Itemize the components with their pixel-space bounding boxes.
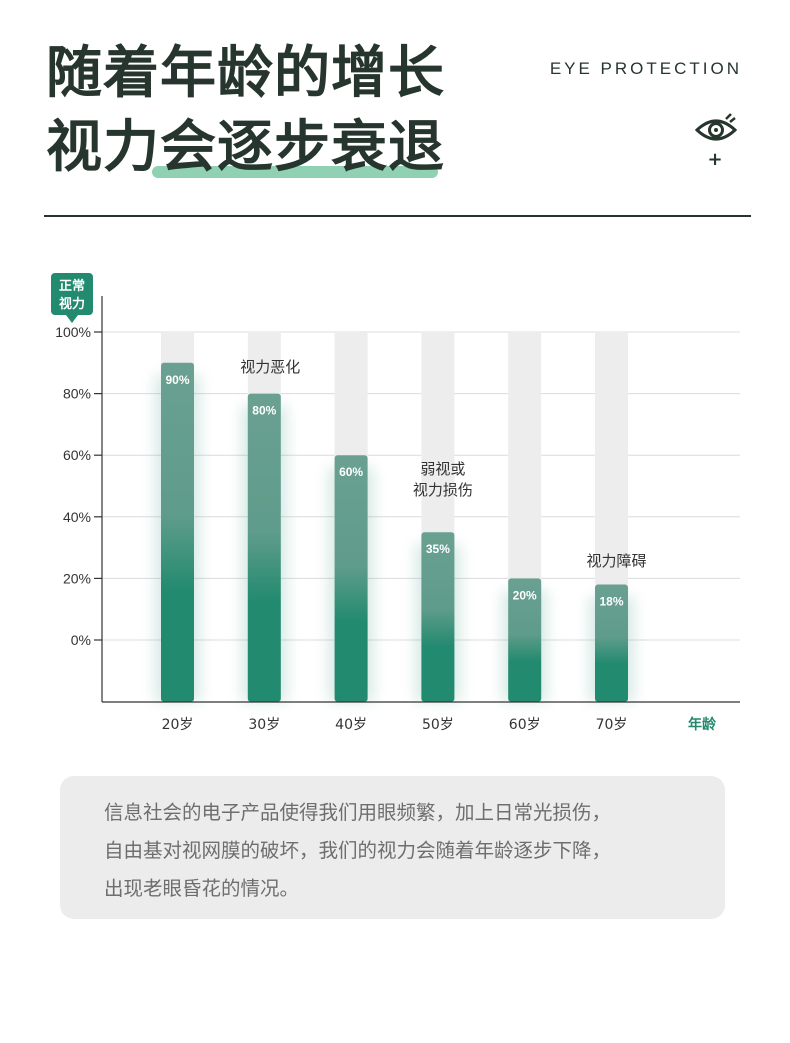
bar bbox=[247, 393, 281, 702]
y-tick-label: 40% bbox=[63, 509, 91, 525]
bar-value-label: 35% bbox=[426, 542, 450, 556]
y-tick-label: 60% bbox=[63, 447, 91, 463]
header-divider bbox=[44, 215, 751, 217]
chart-annotation: 视力障碍 bbox=[586, 552, 646, 570]
badge-line-2: 视力 bbox=[59, 296, 85, 312]
bar bbox=[508, 578, 542, 702]
title-line-1: 随着年龄的增长 bbox=[46, 41, 445, 106]
bar bbox=[421, 532, 455, 702]
chart-annotation: 弱视或 bbox=[420, 460, 465, 478]
bar-value-label: 18% bbox=[599, 595, 623, 609]
x-category-label: 40岁 bbox=[335, 717, 367, 733]
x-category-label: 70岁 bbox=[596, 717, 628, 733]
eye-protection-label: EYE PROTECTION bbox=[549, 59, 742, 78]
bar bbox=[595, 584, 628, 702]
normal-vision-badge: 正常 视力 bbox=[51, 273, 93, 323]
note-text: 信息社会的电子产品使得我们用眼频繁，加上日常光损伤， 自由基对视网膜的破坏，我们… bbox=[104, 801, 612, 900]
bar bbox=[334, 455, 368, 702]
y-tick-label: 20% bbox=[63, 570, 91, 586]
plus-icon: + bbox=[707, 149, 723, 170]
bar-value-label: 80% bbox=[252, 404, 276, 418]
x-category-label: 60岁 bbox=[509, 717, 541, 733]
note-box bbox=[60, 776, 725, 919]
title-highlight bbox=[152, 166, 438, 178]
x-category-label: 30岁 bbox=[248, 717, 280, 733]
bar-value-label: 60% bbox=[339, 465, 363, 479]
y-tick-label: 100% bbox=[55, 324, 91, 340]
chart-annotation: 视力恶化 bbox=[240, 358, 300, 376]
y-tick-label: 0% bbox=[71, 632, 91, 648]
bar-value-label: 90% bbox=[165, 373, 189, 387]
title-line-2: 视力会逐步衰退 bbox=[46, 115, 445, 180]
chart-annotation: 视力损伤 bbox=[413, 481, 473, 499]
bar-value-label: 20% bbox=[513, 588, 537, 602]
vision-chart: 90% 80% 60% 35% 20% 18% 正常 视力 0% 20% 40% 60% 80% 1… bbox=[51, 273, 740, 733]
eye-icon bbox=[695, 113, 737, 141]
x-category-label: 20岁 bbox=[162, 717, 194, 733]
bar bbox=[161, 362, 194, 702]
x-category-label: 50岁 bbox=[422, 717, 454, 733]
y-tick-label: 80% bbox=[63, 386, 91, 402]
x-axis-title: 年龄 bbox=[688, 716, 717, 733]
badge-line-1: 正常 bbox=[59, 278, 85, 294]
